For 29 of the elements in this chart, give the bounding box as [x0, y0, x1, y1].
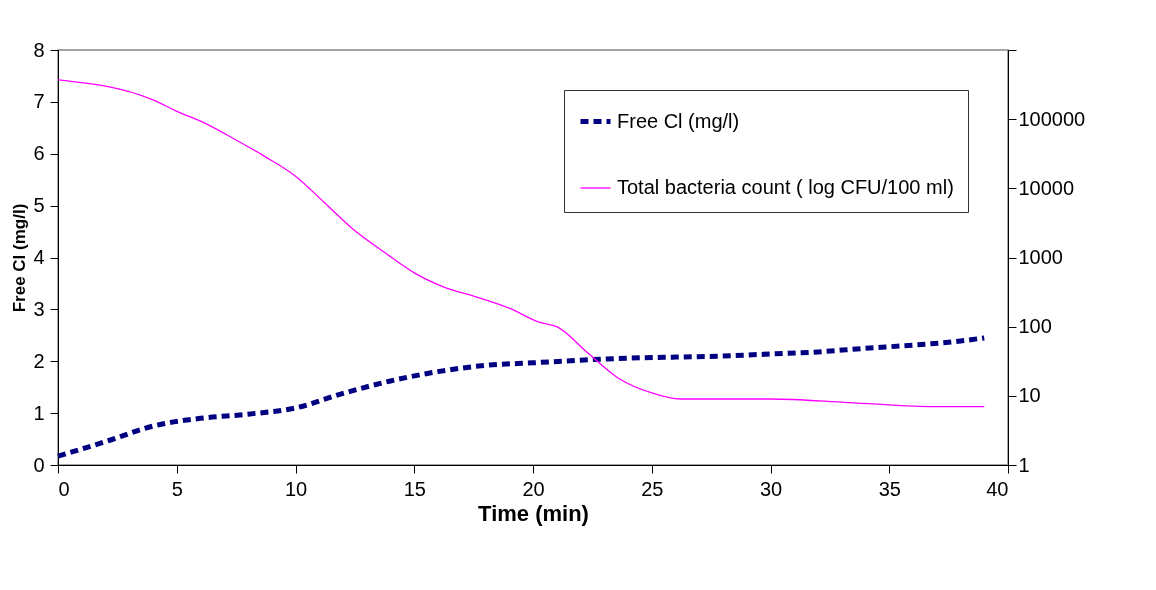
y-axis-title: Free Cl (mg/l)	[10, 203, 30, 313]
y2-tick-label: 100	[1018, 315, 1052, 338]
y2-tick-label: 100000	[1018, 107, 1086, 130]
x-tick-label: 15	[403, 477, 426, 500]
line-series	[57, 79, 985, 408]
y-tick-label: 8	[33, 38, 45, 61]
y-tick-label: 3	[33, 297, 45, 320]
x-tick-label: 0	[58, 477, 70, 500]
y-tick-label: 1	[33, 401, 45, 424]
legend-label: Total bacteria count ( log CFU/100 ml)	[617, 176, 954, 198]
x-tick-label: 10	[284, 477, 308, 500]
y-tick-label: 5	[33, 194, 45, 217]
y-tick-label: 6	[33, 142, 45, 165]
x-tick-label: 30	[759, 477, 783, 500]
y2-tick-label: 10000	[1018, 176, 1075, 199]
x-tick-label: 5	[171, 477, 183, 500]
legend-label: Free Cl (mg/l)	[617, 109, 740, 132]
y-tick-label: 4	[33, 246, 45, 268]
y2-tick-label: 1	[1018, 453, 1030, 476]
y2-tick-label: 1000	[1018, 246, 1063, 268]
x-tick-label: 25	[641, 477, 664, 500]
x-tick-label: 40	[986, 477, 1009, 500]
y2-tick-label: 10	[1018, 384, 1041, 407]
x-tick-label: 20	[522, 477, 545, 500]
x-tick-label: 35	[878, 477, 901, 500]
y-tick-label: 0	[33, 453, 45, 476]
y-tick-label: 7	[33, 90, 45, 113]
y-tick-label: 2	[33, 349, 45, 372]
x-axis-title: Time (min)	[478, 500, 589, 526]
